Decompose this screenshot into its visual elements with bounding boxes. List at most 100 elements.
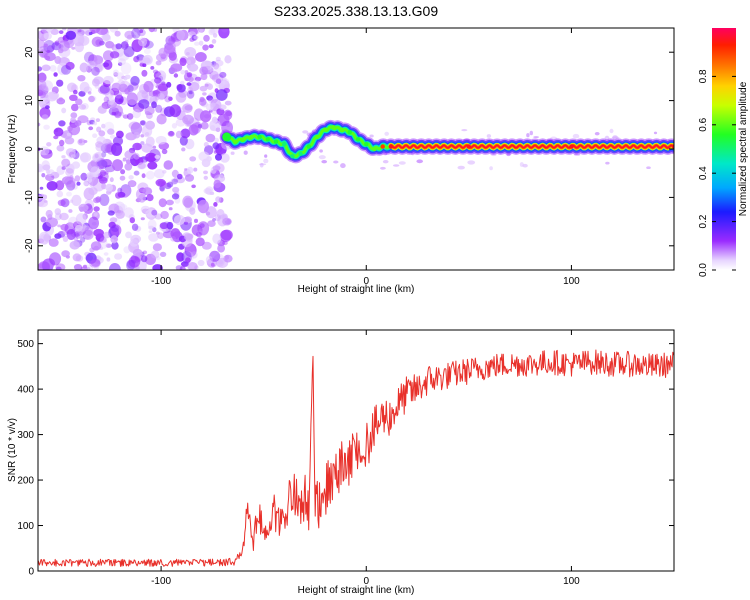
noise-blob	[190, 28, 201, 35]
noise-blob	[38, 146, 50, 156]
spectrogram-x-label: Height of straight line (km)	[298, 284, 415, 295]
snr-y-label: SNR (10 * v/v)	[7, 418, 18, 482]
noise-blob	[135, 143, 141, 151]
noise-blob	[120, 169, 126, 175]
noise-blob	[211, 116, 218, 124]
noise-blob	[187, 86, 193, 93]
noise-blob	[59, 139, 65, 147]
noise-blob	[99, 84, 110, 94]
noise-blob	[216, 257, 229, 268]
noise-blob	[168, 96, 173, 102]
noise-blob	[205, 186, 214, 196]
noise-blob	[111, 111, 117, 116]
noise-blob	[132, 109, 141, 119]
noise-blob	[53, 135, 59, 140]
noise-blob	[173, 177, 179, 183]
noise-blob	[141, 173, 146, 179]
noise-blob	[187, 63, 199, 72]
y-tick-label: 100	[17, 521, 34, 532]
noise-blob	[171, 123, 177, 129]
noise-blob	[184, 174, 195, 182]
noise-blob	[60, 223, 69, 231]
noise-blob	[109, 217, 118, 223]
noise-blob	[207, 220, 216, 228]
noise-blob	[218, 28, 230, 39]
noise-blob	[98, 171, 109, 182]
noise-blob	[65, 61, 75, 70]
noise-blob	[107, 98, 115, 106]
noise-blob	[180, 69, 186, 75]
noise-blob	[62, 28, 67, 31]
noise-blob	[215, 56, 221, 62]
ridge-point	[339, 127, 344, 132]
noise-blob	[155, 60, 162, 66]
noise-blob	[83, 181, 89, 186]
noise-blob	[79, 81, 90, 93]
ridge-point	[388, 144, 394, 149]
noise-blob	[220, 28, 229, 33]
noise-blob	[77, 28, 82, 33]
noise-blob	[73, 89, 78, 95]
noise-blob	[82, 264, 88, 269]
noise-blob	[209, 64, 222, 76]
noise-blob	[38, 89, 44, 96]
noise-blob	[114, 111, 122, 119]
noise-blob	[66, 132, 71, 136]
noise-blob	[340, 163, 346, 169]
ridge-point	[290, 154, 295, 159]
noise-blob	[198, 40, 204, 46]
noise-blob	[131, 28, 141, 39]
noise-blob	[61, 107, 67, 114]
noise-blob	[124, 163, 133, 171]
ridge-point	[241, 137, 246, 142]
noise-blob	[83, 86, 92, 94]
noise-blob	[57, 199, 66, 206]
noise-blob	[197, 123, 203, 129]
noise-blob	[43, 200, 48, 203]
noise-blob	[101, 183, 107, 190]
noise-blob	[197, 259, 205, 267]
y-tick-label: 0	[28, 567, 34, 578]
noise-blob	[384, 131, 390, 136]
noise-blob	[141, 255, 148, 263]
noise-blob	[224, 55, 232, 64]
noise-blob	[186, 82, 192, 86]
noise-blob	[168, 37, 177, 44]
noise-blob	[42, 194, 48, 200]
noise-blob	[196, 231, 202, 238]
noise-blob	[148, 225, 155, 230]
noise-blob	[177, 173, 183, 180]
spectrogram-x-ticks: -100 0 100	[151, 28, 580, 287]
noise-blob	[68, 216, 79, 227]
x-tick-label: 100	[563, 576, 580, 587]
noise-blob	[69, 199, 74, 203]
spectrogram-y-label: Frequency (Hz)	[7, 115, 18, 184]
noise-blob	[147, 219, 157, 230]
noise-blob	[161, 148, 168, 155]
ridge-point	[323, 127, 328, 132]
noise-blob	[154, 154, 161, 159]
noise-blob	[222, 78, 230, 85]
noise-blob	[176, 252, 185, 262]
noise-blob	[113, 237, 119, 241]
noise-blob	[213, 62, 220, 70]
noise-blob	[393, 164, 400, 167]
ridge-point	[380, 144, 385, 149]
noise-blob	[122, 157, 127, 162]
noise-blob	[165, 35, 175, 46]
noise-blob	[111, 241, 119, 250]
noise-blob	[203, 170, 208, 175]
noise-blob	[142, 187, 153, 196]
noise-blob	[93, 151, 105, 161]
noise-blob	[82, 229, 94, 240]
noise-blob	[180, 128, 191, 139]
noise-blob	[184, 168, 188, 171]
noise-blob	[91, 66, 100, 76]
snr-frame	[37, 329, 675, 572]
noise-blob	[172, 186, 180, 193]
noise-blob	[202, 44, 209, 51]
noise-blob	[154, 169, 165, 179]
noise-blob	[128, 121, 141, 130]
noise-blob	[180, 80, 185, 85]
noise-blob	[57, 98, 64, 104]
